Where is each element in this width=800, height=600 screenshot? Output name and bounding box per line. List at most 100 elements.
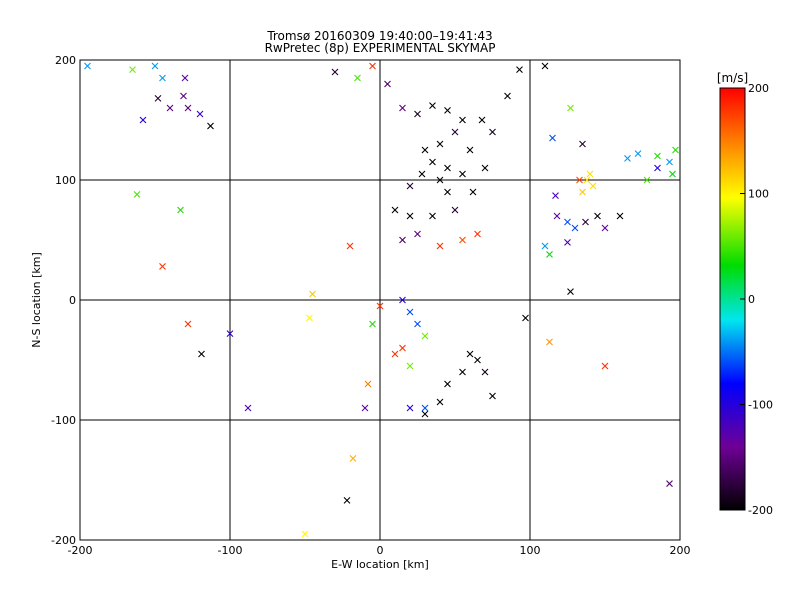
data-point-cross [160, 263, 166, 269]
data-point-cross [430, 213, 436, 219]
colorbar-label: [m/s] [717, 71, 748, 85]
data-point-cross [635, 151, 641, 157]
data-point-cross [407, 363, 413, 369]
data-point-cross [565, 219, 571, 225]
data-point-cross [587, 171, 593, 177]
data-point-cross [554, 213, 560, 219]
data-point-cross [130, 67, 136, 73]
data-point-cross [467, 351, 473, 357]
data-point-cross [422, 147, 428, 153]
x-tick-label: 100 [520, 544, 541, 557]
data-point-cross [460, 117, 466, 123]
data-point-cross [475, 357, 481, 363]
data-point-cross [370, 321, 376, 327]
data-point-cross [580, 189, 586, 195]
data-point-cross [470, 189, 476, 195]
data-point-cross [400, 345, 406, 351]
data-point-cross [307, 315, 313, 321]
data-point-cross [407, 405, 413, 411]
data-point-cross [310, 291, 316, 297]
data-point-cross [415, 231, 421, 237]
colorbar-tick-label: -200 [748, 504, 773, 517]
colorbar-tick-label: 0 [748, 293, 755, 306]
data-point-cross [625, 155, 631, 161]
data-point-cross [385, 81, 391, 87]
data-point-cross [568, 289, 574, 295]
data-point-cross [167, 105, 173, 111]
x-axis-label: E-W location [km] [331, 558, 429, 571]
data-point-cross [445, 189, 451, 195]
data-point-cross [407, 213, 413, 219]
x-tick-label: -100 [218, 544, 243, 557]
data-point-cross [460, 369, 466, 375]
data-point-cross [155, 95, 161, 101]
data-point-cross [208, 123, 214, 129]
data-point-cross [602, 363, 608, 369]
data-point-cross [452, 129, 458, 135]
y-axis-label: N-S location [km] [30, 252, 43, 348]
data-point-cross [467, 147, 473, 153]
data-point-cross [617, 213, 623, 219]
data-point-cross [475, 231, 481, 237]
data-point-cross [490, 129, 496, 135]
data-point-cross [482, 165, 488, 171]
data-point-cross [490, 393, 496, 399]
data-point-cross [482, 369, 488, 375]
data-point-cross [445, 107, 451, 113]
data-point-cross [547, 339, 553, 345]
data-point-cross [365, 381, 371, 387]
data-point-cross [85, 63, 91, 69]
data-point-cross [347, 243, 353, 249]
data-point-cross [452, 207, 458, 213]
data-point-cross [460, 171, 466, 177]
data-point-cross [667, 159, 673, 165]
data-point-cross [302, 531, 308, 537]
colorbar-tick-label: 200 [748, 82, 769, 95]
y-tick-label: -100 [51, 414, 76, 427]
data-point-cross [355, 75, 361, 81]
data-point-cross [400, 105, 406, 111]
data-point-cross [602, 225, 608, 231]
data-point-cross [550, 135, 556, 141]
data-point-cross [437, 399, 443, 405]
data-point-cross [178, 207, 184, 213]
data-point-cross [542, 63, 548, 69]
data-point-cross [670, 171, 676, 177]
data-point-cross [517, 67, 523, 73]
data-point-cross [445, 381, 451, 387]
data-point-cross [134, 191, 140, 197]
y-tick-label: 200 [55, 54, 76, 67]
data-point-cross [565, 239, 571, 245]
data-point-cross [542, 243, 548, 249]
data-point-cross [583, 219, 589, 225]
data-point-cross [580, 141, 586, 147]
data-point-cross [185, 105, 191, 111]
data-point-cross [523, 315, 529, 321]
data-point-cross [140, 117, 146, 123]
data-point-cross [362, 405, 368, 411]
data-point-cross [182, 75, 188, 81]
x-tick-label: 0 [377, 544, 384, 557]
data-point-cross [430, 159, 436, 165]
data-point-cross [547, 251, 553, 257]
data-point-cross [392, 207, 398, 213]
data-point-cross [595, 213, 601, 219]
data-point-cross [400, 237, 406, 243]
data-point-cross [437, 243, 443, 249]
data-point-cross [437, 141, 443, 147]
data-point-cross [245, 405, 251, 411]
data-point-cross [199, 351, 205, 357]
data-point-cross [572, 225, 578, 231]
data-point-cross [160, 75, 166, 81]
data-point-cross [553, 193, 559, 199]
data-point-cross [332, 69, 338, 75]
data-point-cross [479, 117, 485, 123]
data-point-cross [407, 309, 413, 315]
data-point-cross [445, 165, 451, 171]
data-point-cross [152, 63, 158, 69]
y-tick-label: -200 [51, 534, 76, 547]
data-point-cross [370, 63, 376, 69]
data-point-cross [185, 321, 191, 327]
